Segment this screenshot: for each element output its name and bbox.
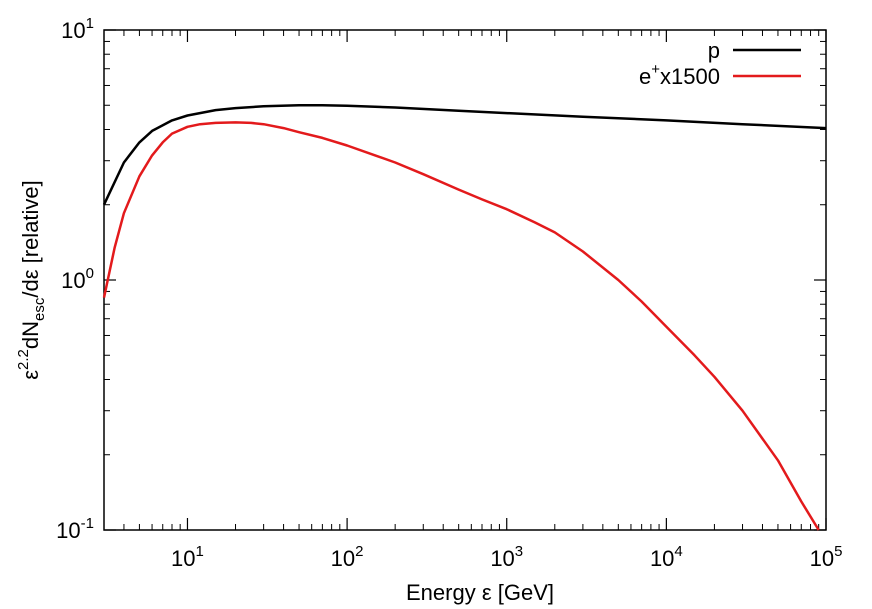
legend-label-1: e+x1500 — [639, 61, 720, 89]
y-tick-label: 101 — [61, 15, 94, 43]
minor-ticks — [103, 30, 826, 530]
y-label-eps: ε — [18, 370, 43, 380]
y-label-sub: esc — [31, 297, 48, 321]
y-label-tail: /dε [relative] — [18, 180, 43, 297]
x-axis-ticks: 101 102 103 104 105 — [171, 30, 842, 571]
y-axis-label: ε2.2dNesc/dε [relative] — [15, 180, 48, 380]
plot-frame — [103, 29, 827, 531]
x-tick-label: 102 — [331, 543, 364, 571]
series-line-0 — [102, 104, 827, 206]
series-layer — [102, 104, 827, 531]
y-tick-label: 10-1 — [56, 515, 94, 543]
series-line-1 — [102, 121, 820, 531]
x-tick-label: 105 — [810, 543, 843, 571]
x-tick-label: 101 — [171, 543, 204, 571]
x-tick-label: 104 — [650, 543, 683, 571]
x-axis-label: Energy ε [GeV] — [406, 580, 554, 605]
x-tick-label: 103 — [490, 543, 523, 571]
y-label-mid: dN — [18, 321, 43, 349]
legend: pe+x1500 — [639, 38, 801, 89]
y-axis-ticks: 10-1 100 101 — [56, 15, 826, 543]
legend-label-0: p — [708, 38, 720, 63]
y-label-exp: 2.2 — [15, 349, 32, 370]
y-tick-label: 100 — [61, 265, 94, 293]
